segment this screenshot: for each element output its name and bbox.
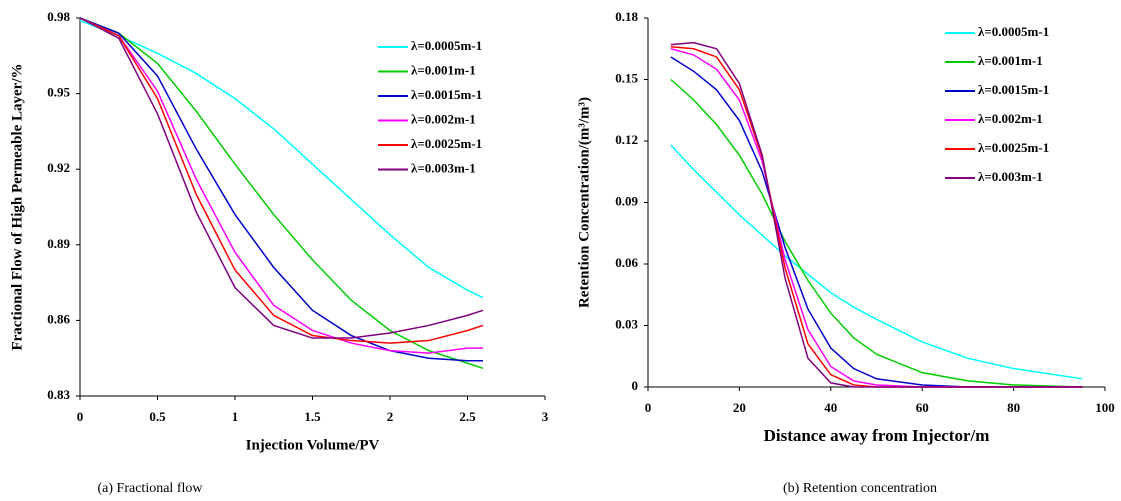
legend-label: λ=0.0005m-1 (978, 24, 1049, 39)
y-tick-label: 0.12 (615, 132, 638, 147)
x-tick-label: 0.5 (149, 409, 166, 424)
legend-label: λ=0.002m-1 (978, 111, 1043, 126)
x-tick-label: 0 (645, 400, 652, 415)
x-tick-label: 3 (542, 409, 549, 424)
y-axis-label: Retention Concentration/(m³/m³) (576, 97, 592, 308)
series-line (79, 17, 483, 362)
legend-label: λ=0.003m-1 (411, 160, 476, 175)
series-line (670, 144, 1083, 380)
y-tick-label: 0.98 (47, 9, 70, 24)
y-tick-label: 0.86 (47, 311, 70, 326)
series-line (670, 78, 1083, 388)
x-tick-label: 40 (824, 400, 837, 415)
x-axis-label: Injection Volume/PV (246, 437, 380, 453)
y-tick-label: 0.95 (47, 85, 70, 100)
caption: (b) Retention concentration (783, 481, 937, 496)
y-tick-label: 0.15 (615, 70, 638, 85)
series-line (670, 48, 1083, 388)
x-axis-label: Distance away from Injector/m (764, 426, 990, 445)
x-tick-label: 2.5 (459, 409, 476, 424)
series-line (79, 17, 484, 344)
legend-label: λ=0.0015m-1 (978, 82, 1049, 97)
x-tick-label: 80 (1007, 400, 1020, 415)
y-tick-label: 0.83 (47, 387, 70, 402)
x-tick-label: 100 (1095, 400, 1115, 415)
series-line (79, 19, 484, 299)
y-tick-label: 0 (632, 378, 639, 393)
legend-label: λ=0.0015m-1 (411, 87, 482, 102)
x-tick-label: 0 (77, 409, 84, 424)
legend-label: λ=0.001m-1 (978, 53, 1043, 68)
legend-label: λ=0.003m-1 (978, 169, 1043, 184)
legend-label: λ=0.0025m-1 (411, 136, 482, 151)
y-tick-label: 0.06 (615, 255, 638, 270)
caption: (a) Fractional flow (98, 481, 204, 496)
y-tick-label: 0.18 (615, 9, 638, 24)
legend-label: λ=0.0005m-1 (411, 38, 482, 53)
legend-label: λ=0.001m-1 (411, 62, 476, 77)
x-tick-label: 2 (387, 409, 394, 424)
y-tick-label: 0.03 (615, 316, 638, 331)
x-tick-label: 1 (232, 409, 239, 424)
series-line (670, 41, 1083, 388)
y-axis-label: Fractional Flow of High Permeable Layer/… (9, 63, 25, 350)
series-line (79, 17, 483, 354)
x-tick-label: 1.5 (304, 409, 321, 424)
y-tick-label: 0.89 (47, 236, 70, 251)
y-tick-label: 0.92 (47, 160, 70, 175)
x-tick-label: 60 (916, 400, 929, 415)
series-line (670, 56, 1083, 388)
x-tick-label: 20 (733, 400, 746, 415)
series-line (670, 45, 1083, 388)
y-tick-label: 0.09 (615, 193, 638, 208)
legend-label: λ=0.0025m-1 (978, 140, 1049, 155)
legend-label: λ=0.002m-1 (411, 111, 476, 126)
series-line (79, 17, 484, 339)
